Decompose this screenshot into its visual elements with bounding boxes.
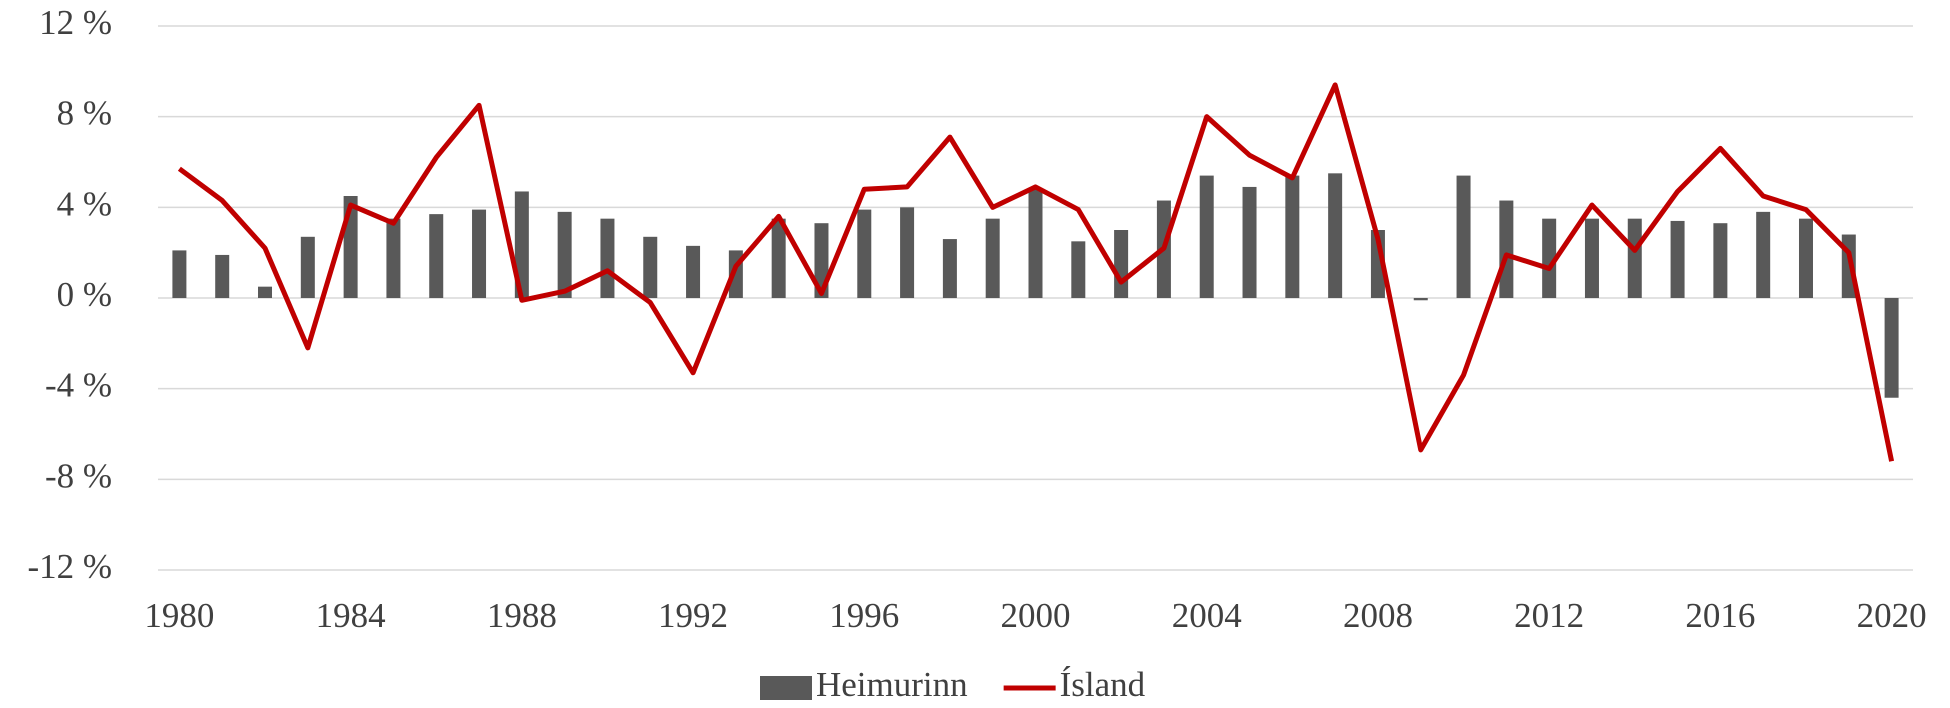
y-tick-label: 12 % <box>39 3 112 42</box>
bar <box>942 239 957 298</box>
x-tick-label: 2000 <box>1001 596 1071 635</box>
y-tick-label: 8 % <box>57 94 112 133</box>
bar <box>1798 218 1813 298</box>
y-tick-label: -4 % <box>45 366 112 405</box>
line <box>177 82 1895 462</box>
bar <box>1627 218 1642 298</box>
legend-label: Ísland <box>1060 665 1146 704</box>
bar <box>857 209 872 298</box>
bar <box>1756 211 1771 298</box>
x-tick-label: 2012 <box>1514 596 1584 635</box>
bar <box>643 236 658 298</box>
bar <box>600 218 615 298</box>
legend-label: Heimurinn <box>816 665 968 704</box>
y-tick-label: 4 % <box>57 184 112 223</box>
bar <box>172 250 187 298</box>
bar <box>429 214 444 298</box>
x-tick-label: 2004 <box>1172 596 1242 635</box>
bar <box>1028 189 1043 298</box>
bar <box>686 245 701 298</box>
bar <box>1199 175 1214 298</box>
x-tick-label: 2008 <box>1343 596 1413 635</box>
bar <box>557 211 572 298</box>
bar <box>1456 175 1471 298</box>
bar <box>1242 186 1257 298</box>
bar <box>1413 298 1428 301</box>
bar <box>1328 173 1343 298</box>
y-tick-label: -8 % <box>45 456 112 495</box>
bar <box>1884 298 1899 398</box>
x-tick-label: 1988 <box>487 596 557 635</box>
x-tick-label: 1992 <box>658 596 728 635</box>
bar <box>1114 230 1129 298</box>
bar <box>1285 175 1300 298</box>
bar <box>900 207 915 298</box>
x-tick-label: 1996 <box>829 596 899 635</box>
x-tick-label: 2016 <box>1685 596 1755 635</box>
x-tick-label: 1980 <box>144 596 214 635</box>
bar <box>985 218 1000 298</box>
bar <box>514 191 529 298</box>
x-tick-label: 2020 <box>1857 596 1927 635</box>
bar <box>1499 200 1514 298</box>
bar <box>771 218 786 298</box>
bar <box>215 254 230 298</box>
bar <box>300 236 315 298</box>
bar <box>1713 223 1728 298</box>
y-tick-label: -12 % <box>27 547 112 586</box>
bar <box>1584 218 1599 298</box>
bar <box>258 286 273 298</box>
bar <box>1071 241 1086 298</box>
bar <box>472 209 487 298</box>
x-tick-label: 1984 <box>316 596 386 635</box>
bar <box>386 218 401 298</box>
bar <box>1542 218 1557 298</box>
y-tick-label: 0 % <box>57 275 112 314</box>
legend-swatch <box>760 676 812 700</box>
bar <box>1670 220 1685 298</box>
